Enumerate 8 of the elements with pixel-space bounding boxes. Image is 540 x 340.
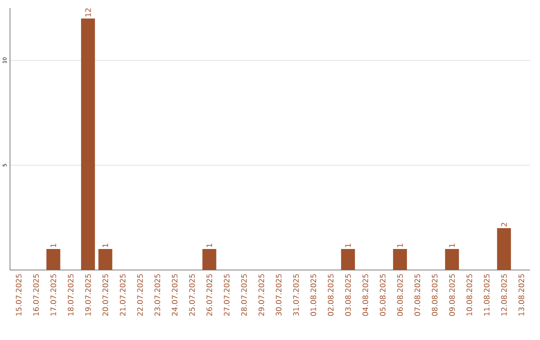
bar xyxy=(497,228,511,270)
bar xyxy=(202,249,216,270)
bar xyxy=(341,249,355,270)
bar xyxy=(46,249,60,270)
bar xyxy=(393,249,407,270)
bar xyxy=(445,249,459,270)
bar xyxy=(81,18,95,270)
bar xyxy=(98,249,112,270)
